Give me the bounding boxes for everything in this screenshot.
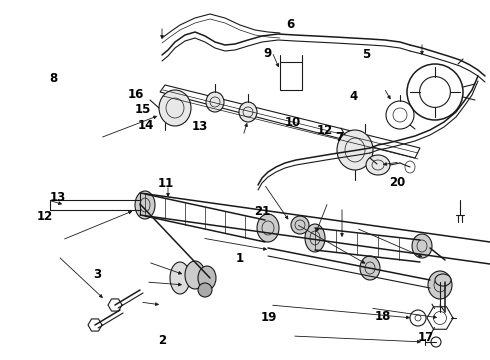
- Text: 9: 9: [263, 47, 271, 60]
- Ellipse shape: [198, 266, 216, 290]
- Ellipse shape: [305, 224, 325, 252]
- Text: 15: 15: [135, 103, 151, 116]
- Text: 11: 11: [157, 177, 174, 190]
- Ellipse shape: [206, 92, 224, 112]
- Text: 16: 16: [128, 88, 145, 101]
- Ellipse shape: [257, 214, 279, 242]
- Text: 13: 13: [49, 191, 66, 204]
- Text: 18: 18: [375, 310, 392, 323]
- Ellipse shape: [412, 234, 432, 258]
- Text: 4: 4: [350, 90, 358, 103]
- Ellipse shape: [291, 216, 309, 234]
- Text: 5: 5: [363, 48, 370, 61]
- Ellipse shape: [366, 155, 390, 175]
- Ellipse shape: [239, 102, 257, 122]
- Text: 19: 19: [260, 311, 277, 324]
- Ellipse shape: [135, 191, 155, 219]
- Ellipse shape: [428, 271, 452, 299]
- Text: 8: 8: [49, 72, 57, 85]
- Text: 14: 14: [138, 119, 154, 132]
- Text: 12: 12: [316, 124, 333, 137]
- Text: 3: 3: [93, 268, 101, 281]
- Bar: [280, 62, 302, 90]
- Text: 20: 20: [389, 176, 405, 189]
- Ellipse shape: [170, 262, 190, 294]
- Ellipse shape: [337, 130, 373, 170]
- Text: 12: 12: [37, 210, 53, 223]
- Text: 7: 7: [335, 131, 343, 144]
- Text: 17: 17: [418, 331, 435, 344]
- Text: 1: 1: [236, 252, 244, 265]
- Text: 2: 2: [158, 334, 166, 347]
- Text: 21: 21: [254, 205, 270, 218]
- Ellipse shape: [198, 283, 212, 297]
- Text: 13: 13: [192, 120, 208, 133]
- Text: 6: 6: [286, 18, 294, 31]
- Ellipse shape: [360, 256, 380, 280]
- Ellipse shape: [435, 274, 451, 286]
- Ellipse shape: [185, 261, 205, 289]
- Text: 10: 10: [285, 116, 301, 129]
- Ellipse shape: [159, 90, 191, 126]
